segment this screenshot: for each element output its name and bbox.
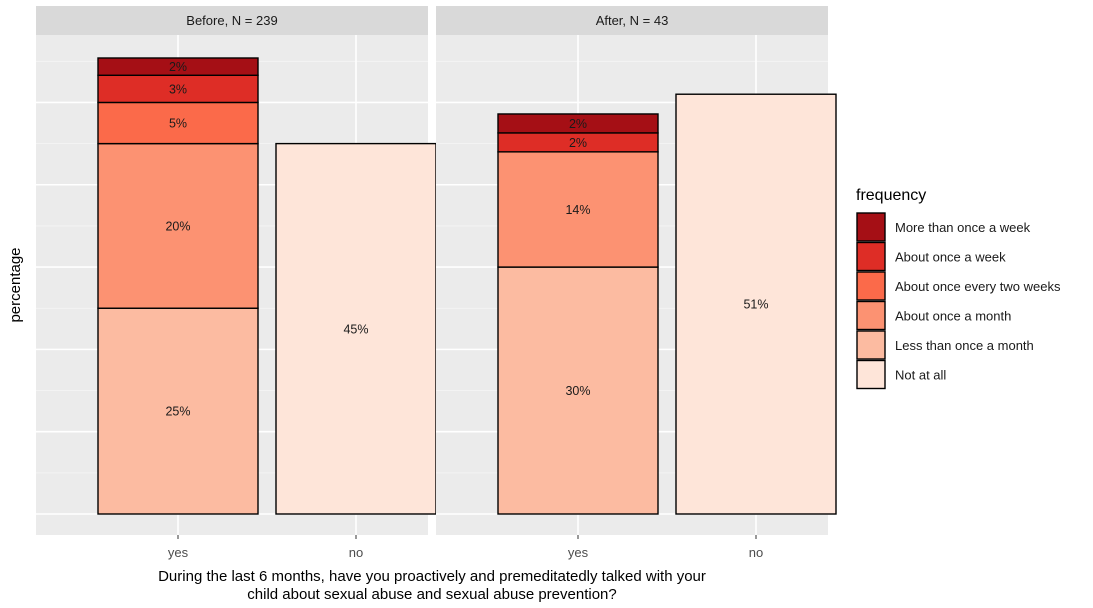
legend-item: About once a month <box>856 300 1011 331</box>
segment-label: 2% <box>569 117 587 131</box>
bar-segment <box>97 57 259 76</box>
segment-label: 20% <box>165 219 190 233</box>
segment-label: 5% <box>169 117 187 131</box>
legend-key <box>856 212 886 242</box>
legend-label: About once a month <box>895 309 1011 324</box>
legend-key <box>856 241 886 272</box>
bar-yes: 25% 20% 5% 3% 2% <box>97 57 259 515</box>
legend-title: frequency <box>856 187 926 204</box>
legend: frequency More than once a week About onc… <box>856 187 1061 390</box>
segment-label: 3% <box>169 82 187 96</box>
legend-label: Not at all <box>895 368 946 383</box>
facet-strip-label: Before, N = 239 <box>186 13 277 28</box>
y-axis-title: percentage <box>7 247 24 322</box>
facet-panel-0: Before, N = 239 25% 20% 5% 3% 2% yes 45% no <box>36 6 437 560</box>
x-tick-label: yes <box>568 545 589 560</box>
x-tick-label: no <box>749 545 763 560</box>
segment-label: 45% <box>343 322 368 336</box>
segment-label: 30% <box>565 384 590 398</box>
x-axis-title-line-2: child about sexual abuse and sexual abus… <box>247 586 616 603</box>
bar-no: 51% <box>675 93 837 515</box>
legend-item: Less than once a month <box>856 330 1034 360</box>
legend-key <box>856 300 886 331</box>
bar-yes: 30% 14% 2% 2% <box>497 113 659 515</box>
legend-label: More than once a week <box>895 220 1031 235</box>
bar-segment <box>497 151 659 268</box>
legend-item: More than once a week <box>856 212 1031 242</box>
legend-key <box>856 359 886 390</box>
legend-item: About once every two weeks <box>856 271 1061 301</box>
bar-segment <box>97 142 259 309</box>
segment-label: 25% <box>165 405 190 419</box>
bar-segment <box>97 307 259 515</box>
bar-segment <box>497 266 659 515</box>
bar-segment <box>675 93 837 515</box>
segment-label: 2% <box>569 136 587 150</box>
legend-item: About once a week <box>856 241 1006 272</box>
facet-strip <box>436 6 828 35</box>
bar-segment <box>97 101 259 145</box>
bar-segment <box>497 113 659 134</box>
x-tick-label: yes <box>168 545 189 560</box>
bar-no: 45% <box>275 142 437 515</box>
facet-strip <box>36 6 428 35</box>
legend-label: Less than once a month <box>895 338 1034 353</box>
facet-panels: Before, N = 23925%20%5%3%2%yes45%noAfter… <box>36 6 837 560</box>
legend-key <box>856 330 886 360</box>
facet-strip-label: After, N = 43 <box>596 13 669 28</box>
legend-key <box>856 271 886 301</box>
facet-panel-1: After, N = 43 30% 14% 2% 2% yes 51% no <box>436 6 837 560</box>
segment-label: 51% <box>743 298 768 312</box>
legend-label: About once every two weeks <box>895 279 1061 294</box>
x-tick-label: no <box>349 545 363 560</box>
segment-label: 14% <box>565 203 590 217</box>
segment-label: 2% <box>169 60 187 74</box>
legend-item: Not at all <box>856 359 946 390</box>
legend-label: About once a week <box>895 250 1006 265</box>
bar-segment <box>97 74 259 104</box>
x-axis-title-line-1: During the last 6 months, have you proac… <box>158 568 706 585</box>
